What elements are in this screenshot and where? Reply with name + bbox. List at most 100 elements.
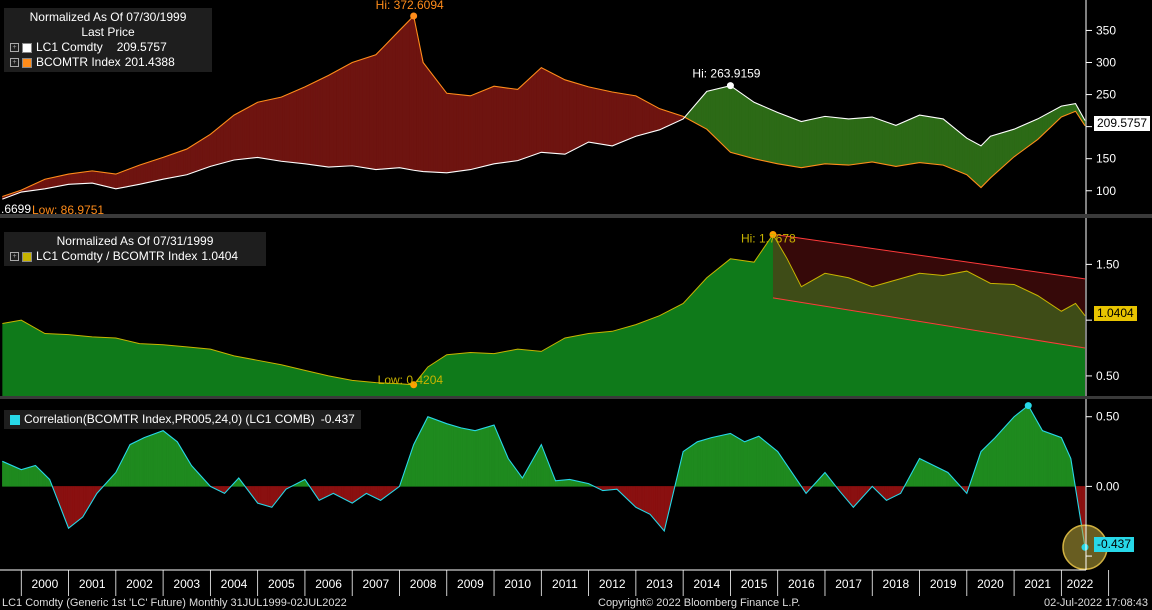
spread-fill-segment bbox=[322, 76, 326, 167]
spread-fill-segment bbox=[46, 177, 50, 189]
spread-fill-segment bbox=[432, 74, 436, 173]
spread-fill-segment bbox=[380, 46, 384, 170]
x-tick-label: 2013 bbox=[646, 577, 673, 591]
spread-fill-segment bbox=[948, 122, 952, 169]
spread-fill-segment bbox=[738, 91, 742, 156]
correlation-fill-segment bbox=[1028, 406, 1032, 487]
spread-fill-segment bbox=[809, 118, 813, 167]
correlation-fill-segment bbox=[467, 428, 470, 487]
expand-icon[interactable]: + bbox=[10, 58, 19, 67]
spread-fill-segment bbox=[837, 117, 841, 165]
spread-fill-segment bbox=[769, 108, 773, 163]
correlation-fill-segment bbox=[485, 426, 488, 487]
spread-fill-segment bbox=[729, 85, 733, 154]
spread-fill-segment bbox=[590, 86, 594, 144]
correlation-fill-segment bbox=[377, 486, 380, 501]
spread-fill-segment bbox=[319, 77, 323, 167]
correlation-fill-segment bbox=[370, 486, 373, 497]
spread-fill-segment bbox=[588, 86, 592, 143]
correlation-fill-segment bbox=[261, 486, 265, 506]
correlation-fill-segment bbox=[657, 486, 660, 526]
spread-fill-segment bbox=[555, 74, 559, 154]
correlation-fill-segment bbox=[853, 486, 857, 508]
correlation-fill-segment bbox=[344, 486, 348, 501]
correlation-fill-segment bbox=[76, 486, 79, 523]
spread-fill-segment bbox=[1063, 104, 1067, 117]
spread-fill-segment bbox=[752, 101, 756, 160]
spread-fill-segment bbox=[642, 98, 646, 135]
spread-fill-segment bbox=[1030, 120, 1034, 146]
correlation-fill-segment bbox=[447, 423, 451, 487]
correlation-fill-segment bbox=[556, 480, 559, 487]
spread-fill-segment bbox=[630, 94, 634, 139]
expand-icon[interactable]: + bbox=[10, 252, 19, 261]
spread-fill-segment bbox=[1047, 111, 1050, 132]
correlation-fill-segment bbox=[182, 450, 185, 487]
spread-fill-segment bbox=[155, 158, 158, 182]
correlation-fill-segment bbox=[27, 466, 30, 487]
swatch-correlation bbox=[10, 414, 20, 425]
legend-item-lc1[interactable]: + LC1 Comdty 209.5757 bbox=[10, 40, 206, 55]
swatch-ratio bbox=[22, 251, 32, 262]
legend-item-bcomtr[interactable]: + BCOMTR Index 201.4388 bbox=[10, 55, 206, 70]
correlation-fill-segment bbox=[705, 438, 709, 487]
correlation-fill-segment bbox=[418, 430, 422, 487]
spread-fill-segment bbox=[409, 17, 413, 171]
spread-fill-segment bbox=[58, 175, 62, 187]
correlation-fill-segment bbox=[559, 479, 562, 487]
spread-fill-segment bbox=[922, 115, 926, 164]
correlation-fill-segment bbox=[651, 486, 654, 520]
x-tick-label: 2001 bbox=[79, 577, 106, 591]
correlation-fill-segment bbox=[126, 447, 129, 487]
correlation-fill-segment bbox=[137, 439, 140, 487]
spread-fill-segment bbox=[357, 59, 361, 168]
correlation-fill-segment bbox=[476, 429, 479, 487]
correlation-fill-segment bbox=[702, 439, 705, 487]
correlation-fill-segment bbox=[920, 458, 923, 487]
spread-fill-segment bbox=[223, 121, 227, 164]
correlation-fill-segment bbox=[640, 486, 644, 512]
spread-fill-segment bbox=[656, 106, 660, 132]
correlation-fill-segment bbox=[530, 458, 534, 487]
correlation-fill-segment bbox=[381, 486, 384, 501]
correlation-fill-segment bbox=[483, 427, 487, 487]
spread-fill-segment bbox=[465, 95, 469, 171]
spread-fill-segment bbox=[541, 67, 544, 153]
spread-fill-segment bbox=[999, 132, 1003, 170]
spread-fill-segment bbox=[479, 90, 483, 168]
legend-item-correlation[interactable]: Correlation(BCOMTR Index,PR005,24,0) (LC… bbox=[10, 412, 355, 427]
correlation-fill-segment bbox=[489, 425, 492, 487]
correlation-fill-segment bbox=[1001, 427, 1005, 487]
spread-fill-segment bbox=[211, 130, 215, 167]
correlation-fill-segment bbox=[343, 486, 346, 500]
spread-fill-segment bbox=[49, 177, 53, 189]
spread-fill-segment bbox=[846, 118, 850, 166]
spread-fill-segment bbox=[183, 148, 187, 176]
correlation-fill-segment bbox=[34, 465, 37, 487]
legend-correlation-value: -0.437 bbox=[320, 412, 355, 426]
spread-fill-segment bbox=[842, 117, 846, 166]
correlation-fill-segment bbox=[348, 486, 351, 503]
spread-fill-segment bbox=[491, 85, 495, 165]
spread-fill-segment bbox=[126, 168, 130, 188]
spread-fill-segment bbox=[258, 101, 262, 159]
legend-item-ratio[interactable]: + LC1 Comdty / BCOMTR Index 1.0404 bbox=[10, 249, 260, 264]
legend-top: Normalized As Of 07/30/1999 Last Price +… bbox=[4, 8, 212, 72]
spread-fill-segment bbox=[821, 116, 825, 165]
correlation-fill-segment bbox=[422, 423, 425, 487]
axes: 1001502002503003500.501.500.500.00200020… bbox=[0, 0, 1152, 596]
spread-fill-segment bbox=[644, 100, 648, 135]
correlation-fill-segment bbox=[155, 432, 158, 487]
spread-fill-segment bbox=[399, 26, 403, 169]
spread-fill-segment bbox=[157, 157, 161, 181]
spread-fill-segment bbox=[486, 87, 490, 166]
correlation-fill-segment bbox=[128, 443, 131, 487]
correlation-fill-segment bbox=[191, 465, 194, 487]
expand-icon[interactable]: + bbox=[10, 43, 19, 52]
spread-fill-segment bbox=[185, 147, 189, 176]
correlation-fill-segment bbox=[500, 439, 503, 487]
correlation-fill-segment bbox=[1021, 408, 1024, 487]
spread-fill-segment bbox=[124, 169, 128, 188]
spread-fill-segment bbox=[56, 175, 60, 188]
